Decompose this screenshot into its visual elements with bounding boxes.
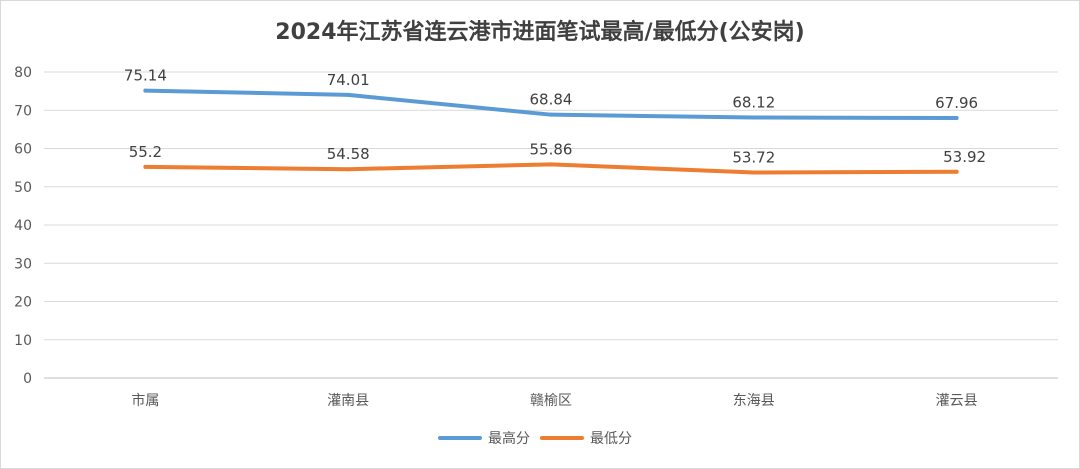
x-tick-label: 市属 [131,392,159,409]
y-tick-label: 40 [14,218,32,234]
data-label: 53.72 [732,149,775,167]
y-tick-label: 10 [14,333,32,349]
data-label: 68.84 [530,91,573,109]
y-tick-label: 30 [14,256,32,272]
data-label: 54.58 [327,145,370,163]
y-tick-label: 80 [14,65,32,81]
data-point [143,164,148,169]
y-tick-label: 20 [14,295,32,311]
data-label: 67.96 [935,94,978,112]
y-tick-label: 60 [14,142,32,158]
x-tick-label: 东海县 [733,393,775,409]
y-tick-label: 50 [14,180,32,196]
data-point [751,115,756,120]
y-tick-label: 0 [23,371,32,387]
data-point [549,162,553,167]
chart-title: 2024年江苏省连云港市进面笔试最高/最低分(公安岗) [275,20,805,45]
data-label: 74.01 [327,71,370,89]
data-label: 53.92 [943,148,986,166]
data-point [346,92,351,97]
data-label: 68.12 [732,93,775,111]
data-point [751,170,756,175]
data-point [143,88,148,93]
y-tick-label: 70 [14,103,32,119]
x-tick-label: 灌南县 [327,393,369,409]
data-point [346,167,351,172]
legend-label: 最低分 [590,431,632,447]
data-label: 55.86 [530,140,573,158]
data-label: 55.2 [129,143,162,161]
data-point [954,116,959,121]
data-point [954,169,959,174]
data-point [549,112,553,117]
x-tick-label: 赣榆区 [530,393,572,409]
x-tick-label: 灌云县 [936,393,978,409]
data-label: 75.14 [124,67,167,85]
legend-label: 最高分 [488,430,530,447]
